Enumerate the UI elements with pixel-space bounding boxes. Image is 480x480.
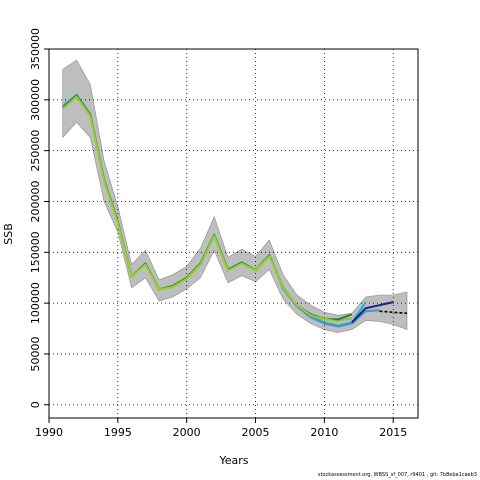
plot-frame <box>48 48 419 419</box>
y-tick-label-100000: 100000 <box>29 282 42 324</box>
series-line-2 <box>62 94 353 322</box>
footer-note: stockassessment.org, WBSS_sf_007, r9401 … <box>317 472 477 478</box>
y-tick-label-350000: 350000 <box>29 28 42 70</box>
x-tick-label-2015: 2015 <box>379 426 407 439</box>
y-tick-label-200000: 200000 <box>29 180 42 222</box>
axis-layer: 1990 1995 2000 2005 2010 2015 0 50000 100000 1500… <box>29 28 407 439</box>
x-tick-label-1990: 1990 <box>35 426 63 439</box>
y-tick-label-150000: 150000 <box>29 231 42 273</box>
y-tick-label-300000: 300000 <box>29 79 42 121</box>
x-tick-label-2005: 2005 <box>242 426 270 439</box>
grid-layer <box>48 48 418 418</box>
y-tick-label-0: 0 <box>29 401 42 408</box>
series-line-3 <box>62 94 353 321</box>
series-line-4 <box>62 95 339 323</box>
y-axis-label: SSB <box>2 223 15 245</box>
y-tick-label-50000: 50000 <box>29 336 42 371</box>
series-line-5 <box>351 301 394 324</box>
x-tick-label-1995: 1995 <box>104 426 132 439</box>
series-layer <box>62 93 408 328</box>
confidence-band-layer <box>62 59 408 333</box>
confidence-band-0 <box>62 59 408 333</box>
x-axis-label: Years <box>218 454 248 467</box>
y-tick-label-250000: 250000 <box>29 130 42 172</box>
x-tick-label-2010: 2010 <box>310 426 338 439</box>
x-tick-label-2000: 2000 <box>173 426 201 439</box>
